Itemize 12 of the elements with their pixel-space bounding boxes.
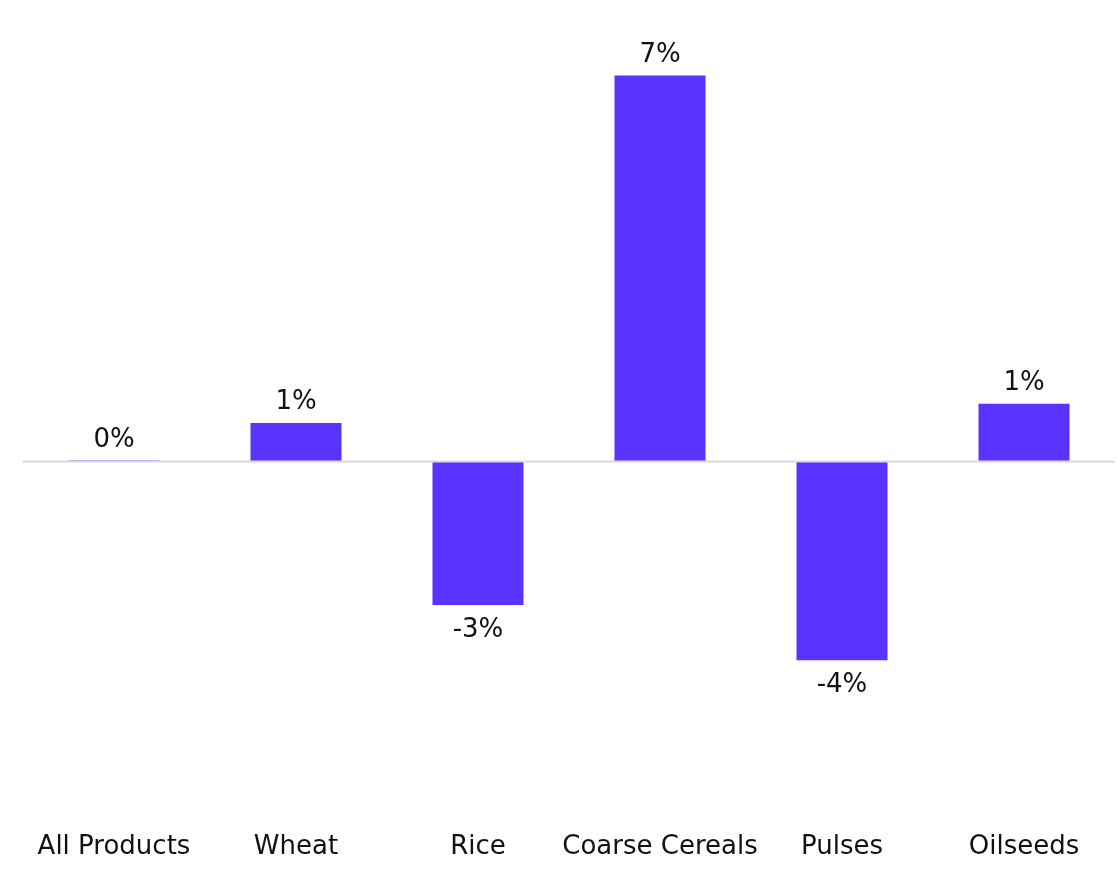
x-tick-label: All Products xyxy=(37,830,191,861)
x-tick-label: Wheat xyxy=(253,830,339,861)
data-label: -3% xyxy=(452,612,504,643)
data-label: 7% xyxy=(639,37,681,68)
x-tick-label: Rice xyxy=(450,830,506,861)
x-tick-label: Oilseeds xyxy=(968,830,1080,861)
x-tick-label: Pulses xyxy=(800,830,884,861)
data-label: 0% xyxy=(93,422,135,453)
data-label: 1% xyxy=(275,385,317,415)
data-label: -4% xyxy=(816,668,868,699)
x-tick-label: Coarse Cereals xyxy=(562,830,758,861)
data-label: 1% xyxy=(1003,365,1045,396)
